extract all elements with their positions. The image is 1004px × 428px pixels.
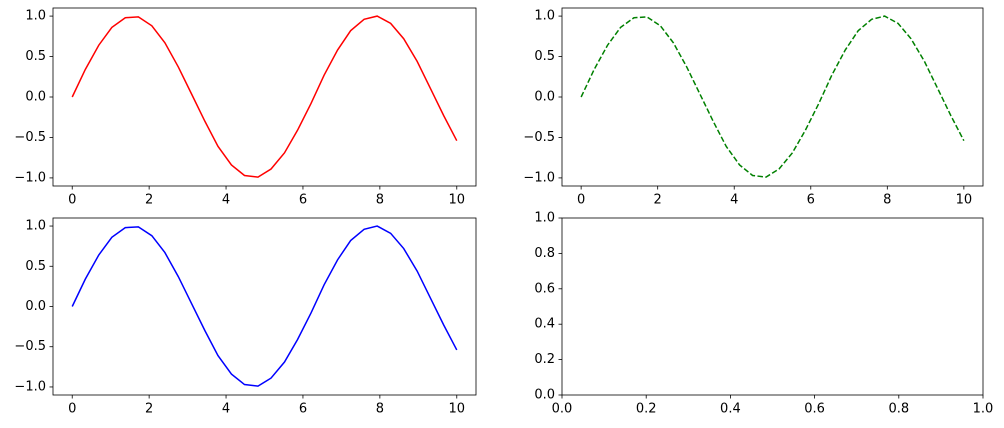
- x-tick-label: 0.2: [636, 402, 657, 417]
- x-tick-label: 6: [299, 193, 307, 208]
- x-tick-label: 0.8: [888, 402, 909, 417]
- y-tick-label: −1.0: [14, 170, 46, 185]
- y-tick-label: −0.5: [523, 130, 555, 145]
- y-tick-label: 0.6: [534, 281, 555, 296]
- y-tick-label: 1.0: [25, 9, 46, 24]
- y-tick-label: 0.5: [534, 49, 555, 64]
- x-tick-label: 8: [376, 402, 384, 417]
- x-tick-label: 2: [145, 193, 153, 208]
- x-tick-label: 8: [376, 193, 384, 208]
- y-tick-label: −1.0: [14, 379, 46, 394]
- y-tick-label: 0.5: [25, 259, 46, 274]
- x-tick-label: 4: [222, 193, 230, 208]
- y-tick-label: 0.5: [25, 49, 46, 64]
- x-tick-label: 2: [654, 193, 662, 208]
- y-tick-label: 0.0: [25, 90, 46, 105]
- x-tick-label: 1.0: [973, 402, 994, 417]
- y-tick-label: 1.0: [25, 219, 46, 234]
- axes-frame: [561, 217, 984, 396]
- x-tick-label: 0: [68, 402, 76, 417]
- y-tick-label: 0.4: [534, 317, 555, 332]
- x-tick-label: 6: [807, 193, 815, 208]
- x-tick-label: 0: [577, 193, 585, 208]
- data-line: [71, 15, 458, 178]
- axes-frame: [561, 7, 984, 187]
- x-tick-label: 10: [956, 193, 973, 208]
- y-tick-label: −1.0: [523, 170, 555, 185]
- data-line: [71, 225, 458, 387]
- y-tick-label: 0.2: [534, 352, 555, 367]
- x-tick-label: 0.0: [552, 402, 573, 417]
- x-tick-label: 4: [730, 193, 738, 208]
- x-tick-label: 0: [68, 193, 76, 208]
- axes-frame: [52, 7, 477, 187]
- x-tick-label: 8: [883, 193, 891, 208]
- y-tick-label: 0.0: [534, 388, 555, 403]
- y-tick-label: −0.5: [14, 130, 46, 145]
- y-tick-label: 0.0: [534, 90, 555, 105]
- x-tick-label: 6: [299, 402, 307, 417]
- x-tick-label: 2: [145, 402, 153, 417]
- y-tick-label: 1.0: [534, 211, 555, 226]
- y-tick-label: 1.0: [534, 9, 555, 24]
- x-tick-label: 10: [448, 193, 465, 208]
- y-tick-label: 0.0: [25, 299, 46, 314]
- x-tick-label: 10: [448, 402, 465, 417]
- x-tick-label: 0.6: [804, 402, 825, 417]
- x-tick-label: 4: [222, 402, 230, 417]
- data-line: [580, 15, 965, 178]
- axes-frame: [52, 217, 477, 396]
- y-tick-label: −0.5: [14, 339, 46, 354]
- y-tick-label: 0.8: [534, 246, 555, 261]
- x-tick-label: 0.4: [720, 402, 741, 417]
